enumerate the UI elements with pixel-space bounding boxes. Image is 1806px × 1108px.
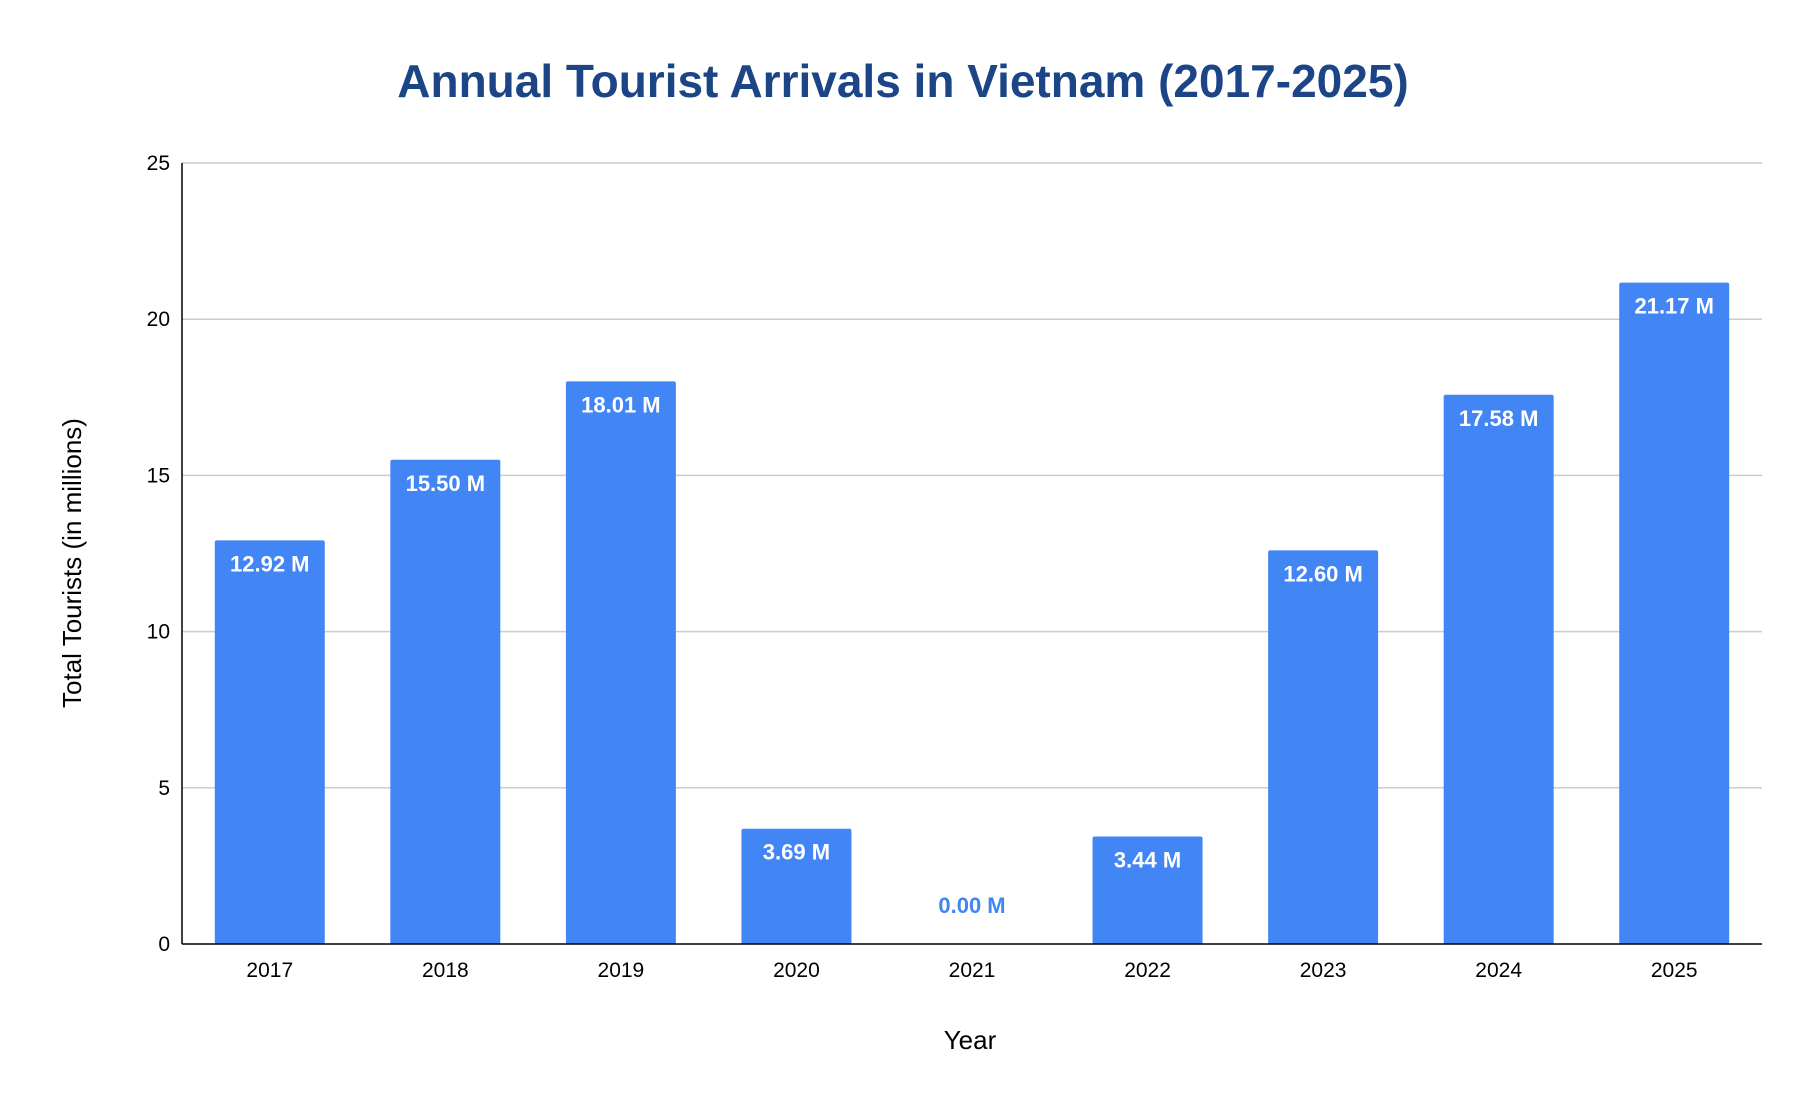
bar-2017	[214, 540, 325, 944]
y-tick-label: 15	[147, 464, 170, 487]
y-tick-label: 10	[147, 621, 170, 644]
data-label-2021: 0.00 M	[938, 893, 1005, 918]
y-tick-label: 20	[147, 308, 170, 331]
x-tick-label-2024: 2024	[1475, 959, 1522, 982]
bar-2023	[1268, 550, 1379, 944]
y-axis-ticks: 0 5 10 15 20 25	[147, 152, 170, 956]
x-tick-label-2022: 2022	[1124, 959, 1171, 982]
data-label-2017: 12.92 M	[230, 551, 310, 576]
bar-2024	[1443, 394, 1554, 945]
data-label-2025: 21.17 M	[1634, 294, 1714, 319]
x-tick-label-2020: 2020	[773, 959, 820, 982]
x-tick-label-2025: 2025	[1651, 959, 1698, 982]
data-label-2022: 3.44 M	[1114, 848, 1181, 873]
y-tick-label: 25	[147, 152, 170, 175]
data-label-2024: 17.58 M	[1459, 406, 1539, 431]
data-label-2020: 3.69 M	[763, 840, 830, 865]
bar-2018	[390, 459, 501, 944]
bar-2019	[565, 381, 676, 944]
y-tick-label: 0	[158, 933, 170, 956]
bar-2022	[1092, 836, 1203, 944]
data-labels: 12.92 M 15.50 M 18.01 M 3.69 M 0.00 M 3.44 M 1…	[230, 294, 1714, 918]
bar-2020	[741, 828, 852, 944]
data-label-2018: 15.50 M	[406, 471, 486, 496]
bar-2025	[1619, 282, 1730, 945]
x-axis-title: Year	[944, 1025, 997, 1055]
x-tick-label-2019: 2019	[598, 959, 645, 982]
data-label-2023: 12.60 M	[1283, 561, 1363, 586]
x-tick-label-2018: 2018	[422, 959, 469, 982]
bars	[214, 282, 1730, 945]
data-label-2019: 18.01 M	[581, 392, 661, 417]
x-tick-label-2017: 2017	[246, 959, 293, 982]
chart-title: Annual Tourist Arrivals in Vietnam (2017…	[397, 55, 1408, 107]
x-tick-label-2023: 2023	[1300, 959, 1347, 982]
y-tick-label: 5	[158, 777, 170, 800]
x-tick-label-2021: 2021	[949, 959, 996, 982]
x-axis-ticks: 2017 2018 2019 2020 2021 2022 2023 2024 2025	[246, 959, 1697, 982]
y-axis-title: Total Tourists (in millions)	[57, 418, 87, 708]
